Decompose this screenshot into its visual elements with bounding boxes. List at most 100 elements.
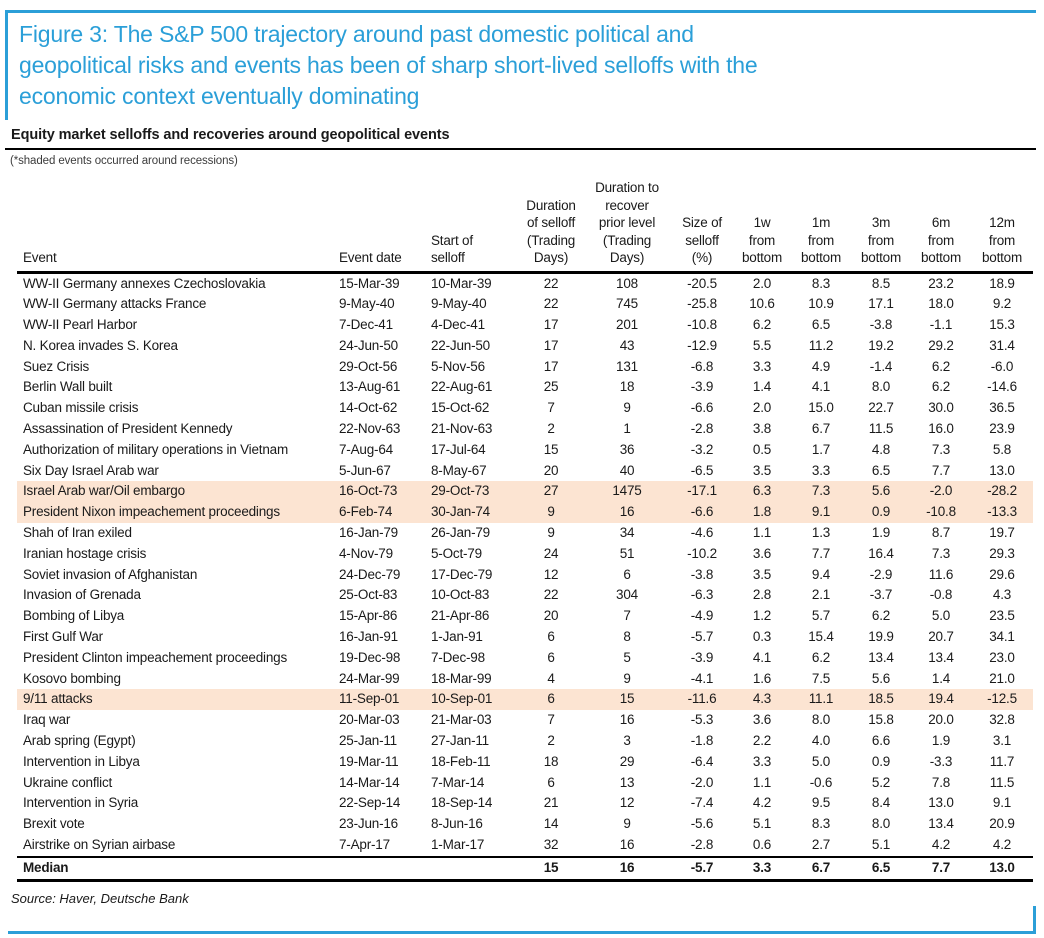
value-cell: 6.7: [811, 859, 831, 875]
value-cell: 40: [619, 462, 635, 478]
value-cell: 6.7: [811, 421, 831, 437]
value-cell: 22-Aug-61: [431, 379, 493, 395]
value-cell: 8.0: [871, 379, 891, 395]
table-row: Assassination of President Kennedy 22-Nov…: [17, 419, 1033, 440]
table-row: Berlin Wall built 13-Aug-61 22-Aug-61 25 18 -…: [17, 377, 1033, 398]
value-cell: 5-Oct-79: [431, 545, 482, 561]
value-cell: 5.6: [871, 483, 891, 499]
table-subtitle-block: Equity market selloffs and recoveries ar…: [5, 120, 1036, 150]
table-row: Shah of Iran exiled 16-Jan-79 26-Jan-79 9 34…: [17, 523, 1033, 544]
value-cell: 15.3: [989, 317, 1015, 333]
value-cell: 8.3: [811, 816, 831, 832]
value-cell: 7.3: [931, 441, 951, 457]
table-row: Israel Arab war/Oil embargo 16-Oct-73 29-O…: [17, 481, 1033, 503]
value-cell: 13: [619, 774, 635, 790]
value-cell: 9.1: [992, 795, 1012, 811]
value-cell: 16-Jan-91: [339, 629, 398, 645]
value-cell: -3.8: [869, 317, 893, 333]
value-cell: 5.0: [811, 753, 831, 769]
value-cell: 9.2: [992, 296, 1012, 312]
value-cell: -14.6: [987, 379, 1017, 395]
table-row: Brexit vote 23-Jun-16 8-Jun-16 14 9 -5.6 5.1 8.…: [17, 814, 1033, 835]
value-cell: 22: [543, 587, 559, 603]
figure-title: Figure 3: The S&P 500 trajectory around …: [19, 21, 758, 109]
value-cell: 51: [619, 545, 635, 561]
event-name-cell: Iranian hostage crisis: [23, 545, 147, 561]
event-name-cell: N. Korea invades S. Korea: [23, 337, 178, 353]
value-cell: 25: [543, 379, 559, 395]
table-row: Authorization of military operations in …: [17, 440, 1033, 461]
value-cell: 20: [543, 462, 559, 478]
value-cell: 9.4: [811, 566, 831, 582]
value-cell: 6-Feb-74: [339, 504, 393, 520]
value-cell: 21: [543, 795, 559, 811]
value-cell: 25-Oct-83: [339, 587, 398, 603]
value-cell: 6.3: [752, 483, 772, 499]
value-cell: 8.7: [931, 525, 951, 541]
value-cell: 108: [616, 275, 638, 291]
value-cell: -3.2: [690, 441, 714, 457]
value-cell: 1.2: [752, 608, 772, 624]
figure-bottom-rule: [8, 905, 1036, 934]
value-cell: 0.6: [752, 837, 772, 853]
table-row: WW-II Germany attacks France 9-May-40 9-Ma…: [17, 294, 1033, 315]
value-cell: -12.5: [987, 691, 1017, 707]
table-row: 9/11 attacks 11-Sep-01 10-Sep-01 6 15 -11.6 4.…: [17, 689, 1033, 711]
value-cell: 7: [623, 608, 631, 624]
value-cell: 2.0: [752, 400, 772, 416]
value-cell: -6.6: [690, 504, 714, 520]
table-row: Iraq war 20-Mar-03 21-Mar-03 7 16 -5.3 3.6 8.0 1…: [17, 710, 1033, 731]
value-cell: 6.5: [811, 317, 831, 333]
value-cell: 15: [543, 441, 559, 457]
value-cell: 7-Aug-64: [339, 441, 393, 457]
value-cell: -1.8: [690, 733, 714, 749]
value-cell: 5-Nov-56: [431, 358, 485, 374]
event-name-cell: Kosovo bombing: [23, 670, 121, 686]
value-cell: 6.6: [871, 733, 891, 749]
value-cell: 22.7: [868, 400, 894, 416]
table-row: Invasion of Grenada 25-Oct-83 10-Oct-83 22 3…: [17, 585, 1033, 606]
value-cell: 1-Mar-17: [431, 837, 485, 853]
event-name-cell: Suez Crisis: [23, 358, 90, 374]
value-cell: 10.6: [749, 296, 775, 312]
value-cell: 6: [547, 649, 555, 665]
value-cell: 30-Jan-74: [431, 504, 490, 520]
column-header-7: 1m from bottom: [800, 215, 842, 265]
value-cell: 7.7: [931, 859, 951, 875]
value-cell: 15.4: [808, 629, 834, 645]
value-cell: 4.1: [811, 379, 831, 395]
column-header-4: Duration to recover prior level (Trading…: [595, 180, 659, 265]
value-cell: 6: [547, 774, 555, 790]
value-cell: -10.2: [687, 545, 717, 561]
event-name-cell: Arab spring (Egypt): [23, 733, 136, 749]
value-cell: 8.0: [871, 816, 891, 832]
value-cell: 8-May-67: [431, 462, 487, 478]
value-cell: 9.1: [811, 504, 831, 520]
value-cell: 15: [619, 691, 635, 707]
value-cell: 1.3: [811, 525, 831, 541]
value-cell: -5.3: [690, 712, 714, 728]
value-cell: 18.0: [928, 296, 954, 312]
table-row: Soviet invasion of Afghanistan 24-Dec-79 1…: [17, 565, 1033, 586]
value-cell: 11.5: [868, 421, 894, 437]
value-cell: 1-Jan-91: [431, 629, 483, 645]
value-cell: 3.1: [992, 733, 1012, 749]
value-cell: 13.0: [928, 795, 954, 811]
value-cell: 22: [543, 275, 559, 291]
value-cell: 1.7: [811, 441, 831, 457]
value-cell: 14-Mar-14: [339, 774, 400, 790]
events-table-body: WW-II Germany annexes Czechoslovakia 15-M…: [17, 272, 1033, 881]
value-cell: -3.9: [690, 379, 714, 395]
value-cell: 14-Oct-62: [339, 400, 398, 416]
value-cell: 2.1: [811, 587, 831, 603]
value-cell: 16-Oct-73: [339, 483, 398, 499]
value-cell: 21-Apr-86: [431, 608, 490, 624]
event-name-cell: Invasion of Grenada: [23, 587, 141, 603]
value-cell: 22: [543, 296, 559, 312]
value-cell: 29.6: [989, 566, 1015, 582]
value-cell: -2.0: [690, 774, 714, 790]
value-cell: 15.8: [868, 712, 894, 728]
event-name-cell: WW-II Pearl Harbor: [23, 317, 137, 333]
value-cell: 11.5: [989, 774, 1015, 790]
